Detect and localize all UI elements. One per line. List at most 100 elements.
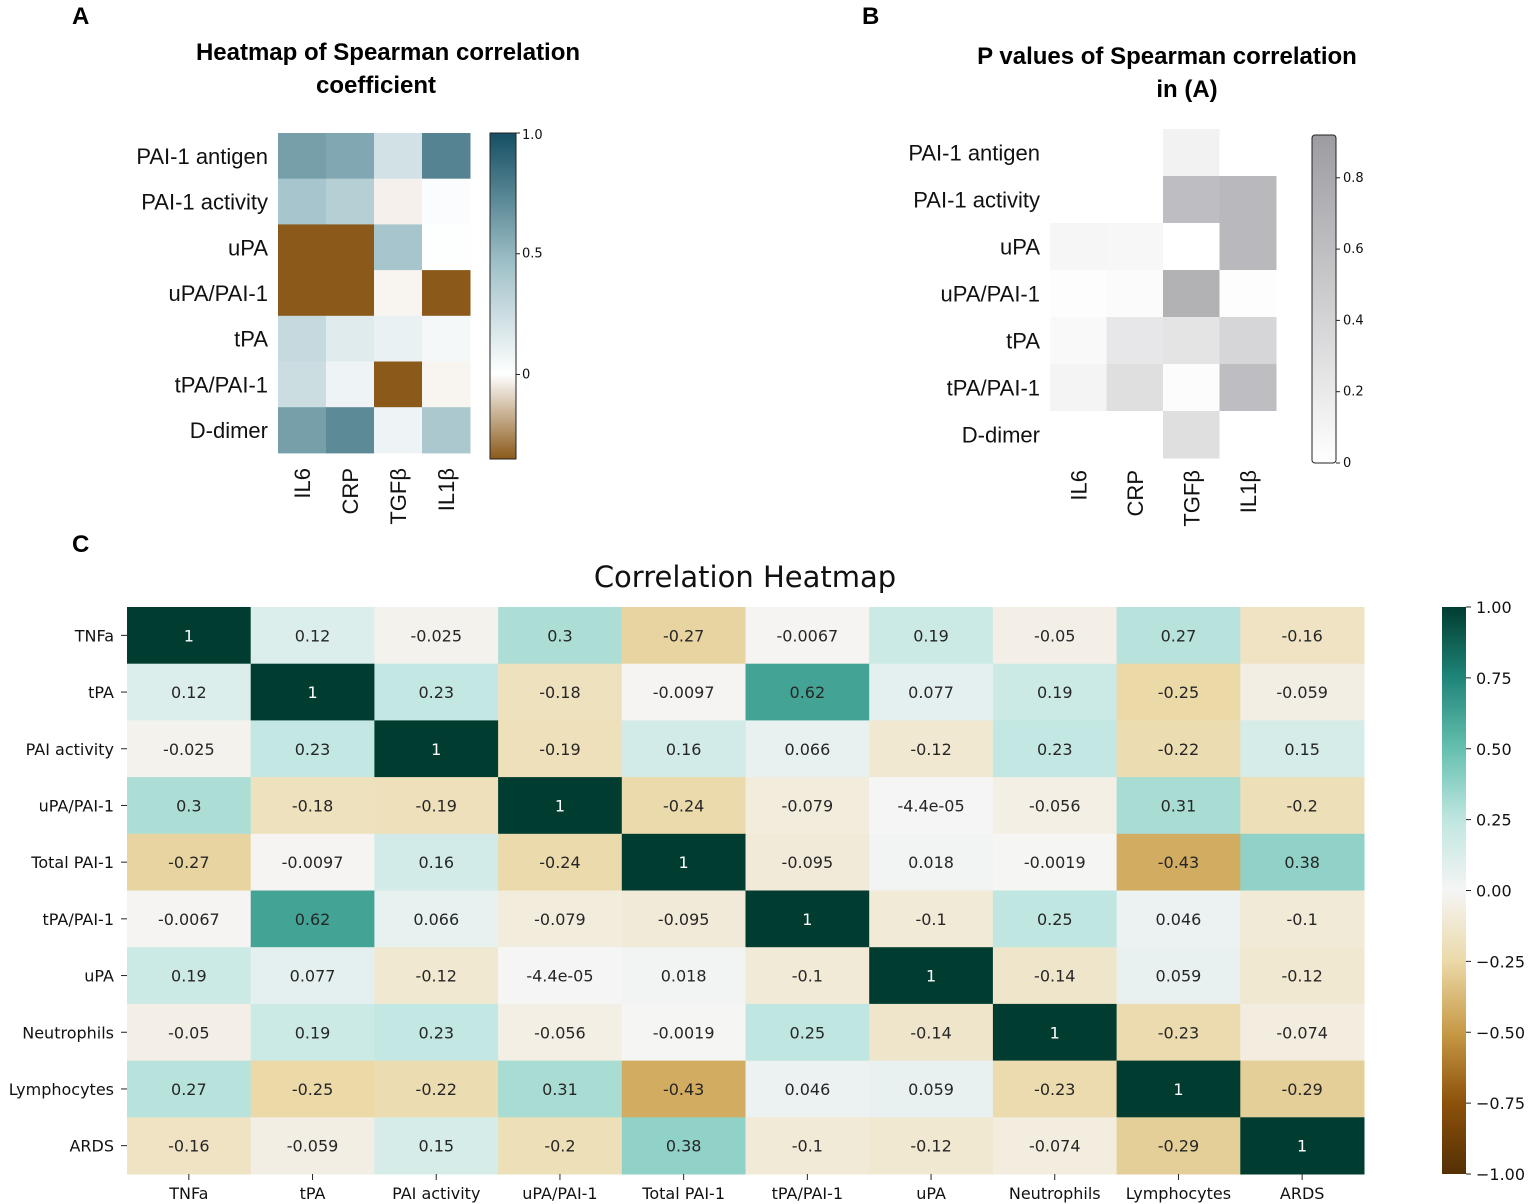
cell-annotation: -0.29 (1281, 1080, 1322, 1099)
panel-b-title-line1: P values of Spearman correlation (977, 43, 1357, 70)
row-label: tPA/PAI-1 (43, 910, 114, 929)
heatmap-cell (498, 947, 623, 1005)
panel-c-row-labels: TNFa tPA PAI activity uPA/PAI-1 Total PAI-1 t… (9, 626, 127, 1156)
heatmap-cell (992, 663, 1118, 721)
heatmap-cell (498, 720, 623, 778)
cell-annotation: 0.19 (913, 626, 949, 645)
panel-c-heatmap: Correlation Heatmap 1 0.12 -0.025 0.3 -0.27 -… (9, 560, 1525, 1203)
cell-annotation: 1 (1173, 1080, 1183, 1099)
heatmap-cell (621, 890, 746, 948)
heatmap-cell (127, 607, 252, 665)
col-label: tPA (300, 1184, 326, 1203)
cell-annotation: -0.074 (1276, 1023, 1328, 1042)
colorbar-tick-label: 1.0 (522, 128, 543, 143)
heatmap-cell (278, 133, 327, 180)
panel-b-col-labels: IL6 CRP TGFβ IL1β (1066, 470, 1261, 527)
row-label: ARDS (69, 1137, 114, 1156)
heatmap-cell (1116, 1003, 1241, 1062)
cell-annotation: 0.3 (547, 626, 572, 645)
heatmap-cell (498, 1003, 623, 1062)
heatmap-cell (127, 720, 252, 778)
heatmap-cell (127, 890, 252, 948)
heatmap-cell (1240, 663, 1365, 721)
heatmap-cell (326, 224, 375, 271)
col-label: TNFa (168, 1184, 208, 1203)
cell-annotation: 1 (1297, 1137, 1307, 1156)
heatmap-cell (422, 315, 471, 362)
heatmap-cell (1116, 1117, 1241, 1175)
row-label: uPA (1000, 235, 1040, 260)
panel-b-row-labels: PAI-1 antigen PAI-1 activity uPA uPA/PAI-1 t… (908, 141, 1040, 448)
cell-annotation: 1 (926, 967, 936, 986)
cell-annotation: 0.23 (1037, 740, 1073, 759)
heatmap-cell (1240, 890, 1365, 948)
cell-annotation: -0.24 (663, 796, 704, 815)
col-label: uPA (916, 1184, 946, 1203)
heatmap-cell (992, 1003, 1118, 1062)
heatmap-cell (869, 1060, 994, 1118)
heatmap-cell (250, 777, 375, 835)
heatmap-cell (498, 663, 623, 721)
row-label: uPA/PAI-1 (169, 281, 268, 306)
heatmap-cell (1163, 223, 1220, 271)
col-label: IL6 (1066, 470, 1091, 501)
heatmap-cell (1106, 270, 1164, 318)
col-label: TGFβ (386, 468, 411, 525)
row-label: uPA (84, 967, 114, 986)
cell-annotation: 1 (555, 796, 565, 815)
heatmap-cell (869, 890, 994, 948)
row-label: uPA (228, 235, 268, 260)
row-label: tPA (88, 683, 114, 702)
row-label: uPA/PAI-1 (941, 282, 1040, 307)
heatmap-cell (422, 407, 471, 454)
heatmap-cell (1050, 364, 1107, 412)
heatmap-cell (374, 133, 423, 180)
heatmap-cell (745, 1003, 870, 1062)
heatmap-cell (326, 178, 375, 225)
heatmap-cell (1106, 364, 1164, 412)
cell-annotation: 0.62 (295, 910, 331, 929)
cell-annotation: -4.4e-05 (526, 967, 593, 986)
heatmap-cell (745, 890, 870, 948)
heatmap-cell (498, 833, 623, 891)
panel-a-title-line2: coefficient (316, 72, 436, 99)
row-label: PAI activity (26, 740, 114, 759)
heatmap-cell (250, 833, 375, 891)
cell-annotation: -0.05 (1034, 626, 1075, 645)
cell-annotation: 0.19 (171, 967, 207, 986)
heatmap-cell (1050, 223, 1107, 271)
cell-annotation: -0.12 (910, 1137, 951, 1156)
row-label: Total PAI-1 (30, 853, 114, 872)
cell-annotation: 0.27 (171, 1080, 207, 1099)
cell-annotation: 0.046 (1156, 910, 1202, 929)
cell-annotation: -0.18 (292, 796, 333, 815)
cell-annotation: 0.23 (418, 683, 454, 702)
cell-annotation: 0.16 (418, 853, 454, 872)
cell-annotation: -0.16 (168, 1137, 209, 1156)
heatmap-cell (621, 607, 746, 665)
heatmap-cell (1163, 317, 1220, 365)
panel-b-colorbar (1311, 134, 1337, 464)
heatmap-cell (869, 607, 994, 665)
col-label: Total PAI-1 (641, 1184, 725, 1203)
cell-annotation: -0.2 (544, 1137, 575, 1156)
heatmap-cell (374, 315, 423, 362)
heatmap-cell (250, 890, 375, 948)
heatmap-cell (1240, 720, 1365, 778)
colorbar-tick-label: 0 (522, 367, 530, 382)
heatmap-cell (992, 777, 1118, 835)
heatmap-cell (250, 1003, 375, 1062)
heatmap-cell (1116, 720, 1241, 778)
heatmap-cell (498, 890, 623, 948)
cell-annotation: -0.1 (792, 1137, 823, 1156)
colorbar-tick-label: 0.25 (1476, 811, 1512, 830)
heatmap-cell (250, 663, 375, 721)
cell-annotation: 0.31 (542, 1080, 578, 1099)
heatmap-cell (374, 1117, 499, 1175)
cell-annotation: 0.16 (666, 740, 702, 759)
panel-letter-b: B (862, 3, 879, 30)
cell-annotation: -0.059 (287, 1137, 339, 1156)
panel-b-title-line2: in (A) (1156, 76, 1217, 103)
cell-annotation: 0.046 (784, 1080, 830, 1099)
cell-annotation: -0.14 (1034, 967, 1075, 986)
